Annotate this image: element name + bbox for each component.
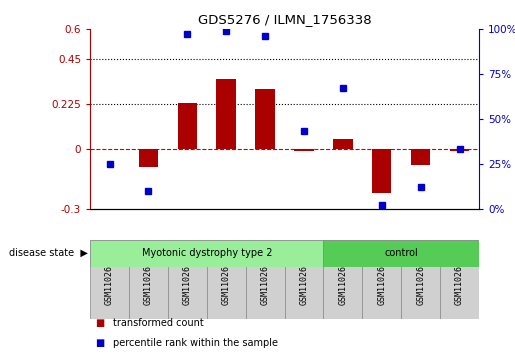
Bar [255, 89, 275, 149]
Text: ■: ■ [95, 318, 105, 328]
Text: GSM1102618: GSM1102618 [261, 254, 269, 305]
Bar [401, 240, 440, 319]
Text: GSM1102622: GSM1102622 [416, 254, 425, 305]
Text: Myotonic dystrophy type 2: Myotonic dystrophy type 2 [142, 248, 272, 258]
Bar [139, 149, 158, 167]
Text: GSM1102616: GSM1102616 [183, 254, 192, 305]
Text: ■: ■ [95, 338, 105, 348]
Bar [440, 240, 479, 319]
Bar [372, 149, 391, 193]
Bar [129, 240, 168, 319]
Bar [246, 240, 284, 319]
Text: GSM1102621: GSM1102621 [377, 254, 386, 305]
Text: transformed count: transformed count [113, 318, 204, 328]
Text: GSM1102615: GSM1102615 [144, 254, 153, 305]
Text: GSM1102620: GSM1102620 [338, 254, 347, 305]
Text: GSM1102623: GSM1102623 [455, 254, 464, 305]
Bar [411, 149, 431, 165]
Title: GDS5276 / ILMN_1756338: GDS5276 / ILMN_1756338 [198, 13, 371, 26]
Bar [333, 139, 353, 149]
Bar [323, 240, 362, 319]
Bar [323, 240, 479, 267]
Text: control: control [384, 248, 418, 258]
Bar [450, 149, 469, 151]
Bar [178, 103, 197, 149]
Text: disease state  ▶: disease state ▶ [9, 248, 88, 258]
Bar [216, 79, 236, 149]
Bar [363, 240, 401, 319]
Text: GSM1102617: GSM1102617 [222, 254, 231, 305]
Text: GSM1102619: GSM1102619 [300, 254, 308, 305]
Bar [90, 240, 323, 267]
Text: GSM1102614: GSM1102614 [105, 254, 114, 305]
Bar [168, 240, 207, 319]
Text: percentile rank within the sample: percentile rank within the sample [113, 338, 278, 348]
Bar [207, 240, 246, 319]
Bar [284, 240, 323, 319]
Bar [294, 149, 314, 151]
Bar [90, 240, 129, 319]
